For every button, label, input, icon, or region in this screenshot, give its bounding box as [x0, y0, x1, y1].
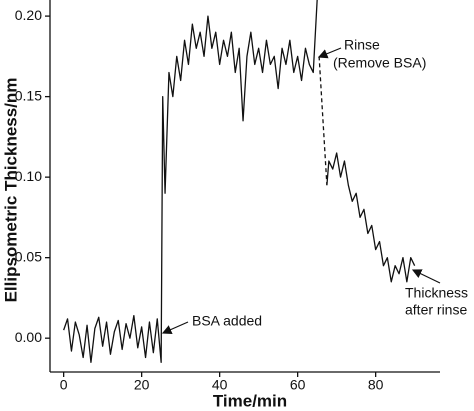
annotation-arrow — [161, 321, 189, 335]
x-axis-title: Time/min — [213, 391, 287, 410]
annotation: after rinse — [405, 302, 467, 318]
x-tick-label: 20 — [134, 377, 150, 393]
annotation: Thickness — [405, 285, 468, 301]
x-tick-label: 40 — [212, 377, 228, 393]
y-tick-label: 0.20 — [15, 7, 42, 23]
y-tick-label: 0.00 — [15, 329, 42, 345]
data-line — [63, 0, 318, 363]
data-line — [318, 56, 328, 186]
x-tick-label: 0 — [60, 377, 68, 393]
x-tick-label: 60 — [290, 377, 306, 393]
y-tick-label: 0.10 — [15, 168, 42, 184]
x-tick-label: 80 — [368, 377, 384, 393]
annotation-arrow — [411, 269, 441, 284]
y-tick-label: 0.15 — [15, 87, 42, 103]
annotation-arrow — [317, 47, 342, 59]
data-line — [326, 152, 416, 283]
annotation: Rinse — [344, 37, 380, 53]
y-tick-label: 0.05 — [15, 248, 42, 264]
annotation: BSA added — [192, 313, 262, 329]
annotation: (Remove BSA) — [333, 55, 426, 71]
y-axis-title: Ellipsometric Thickness/nm — [1, 78, 20, 303]
